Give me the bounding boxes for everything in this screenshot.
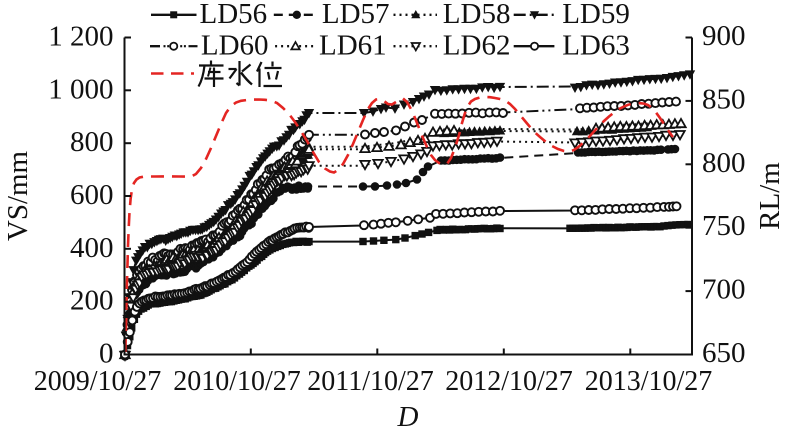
svg-text:D: D [397, 401, 419, 433]
svg-text:650: 650 [702, 337, 746, 369]
svg-text:VS/mm: VS/mm [2, 150, 34, 241]
svg-text:750: 750 [702, 210, 746, 242]
svg-text:LD60: LD60 [201, 30, 269, 62]
svg-text:LD56: LD56 [200, 0, 268, 30]
svg-text:2010/10/27: 2010/10/27 [173, 366, 301, 397]
svg-text:900: 900 [702, 20, 746, 52]
svg-text:2009/10/27: 2009/10/27 [34, 366, 162, 397]
svg-text:LD58: LD58 [443, 0, 511, 30]
svg-text:800: 800 [70, 126, 114, 158]
svg-text:2013/10/27: 2013/10/27 [585, 366, 713, 397]
svg-text:RL/m: RL/m [754, 162, 786, 230]
svg-text:LD59: LD59 [562, 0, 630, 30]
svg-text:LD61: LD61 [319, 30, 387, 62]
svg-text:700: 700 [702, 274, 746, 306]
svg-text:850: 850 [702, 83, 746, 115]
svg-text:200: 200 [70, 285, 114, 317]
svg-text:400: 400 [70, 232, 114, 264]
svg-text:2012/10/27: 2012/10/27 [445, 366, 573, 397]
svg-text:LD57: LD57 [322, 0, 390, 30]
svg-text:800: 800 [702, 147, 746, 179]
svg-text:0: 0 [99, 338, 114, 370]
svg-text:LD62: LD62 [443, 30, 511, 62]
svg-text:1 200: 1 200 [48, 21, 113, 53]
svg-text:2011/10/27: 2011/10/27 [307, 366, 434, 397]
svg-text:1 000: 1 000 [48, 73, 113, 105]
svg-text:LD63: LD63 [562, 30, 630, 62]
svg-text:600: 600 [70, 179, 114, 211]
